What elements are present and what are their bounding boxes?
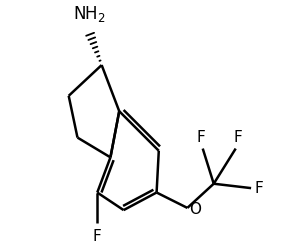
Text: O: O — [190, 202, 202, 217]
Text: NH$_2$: NH$_2$ — [73, 4, 106, 24]
Text: F: F — [233, 130, 242, 145]
Text: F: F — [93, 229, 102, 244]
Text: F: F — [196, 130, 205, 145]
Text: F: F — [254, 181, 263, 196]
